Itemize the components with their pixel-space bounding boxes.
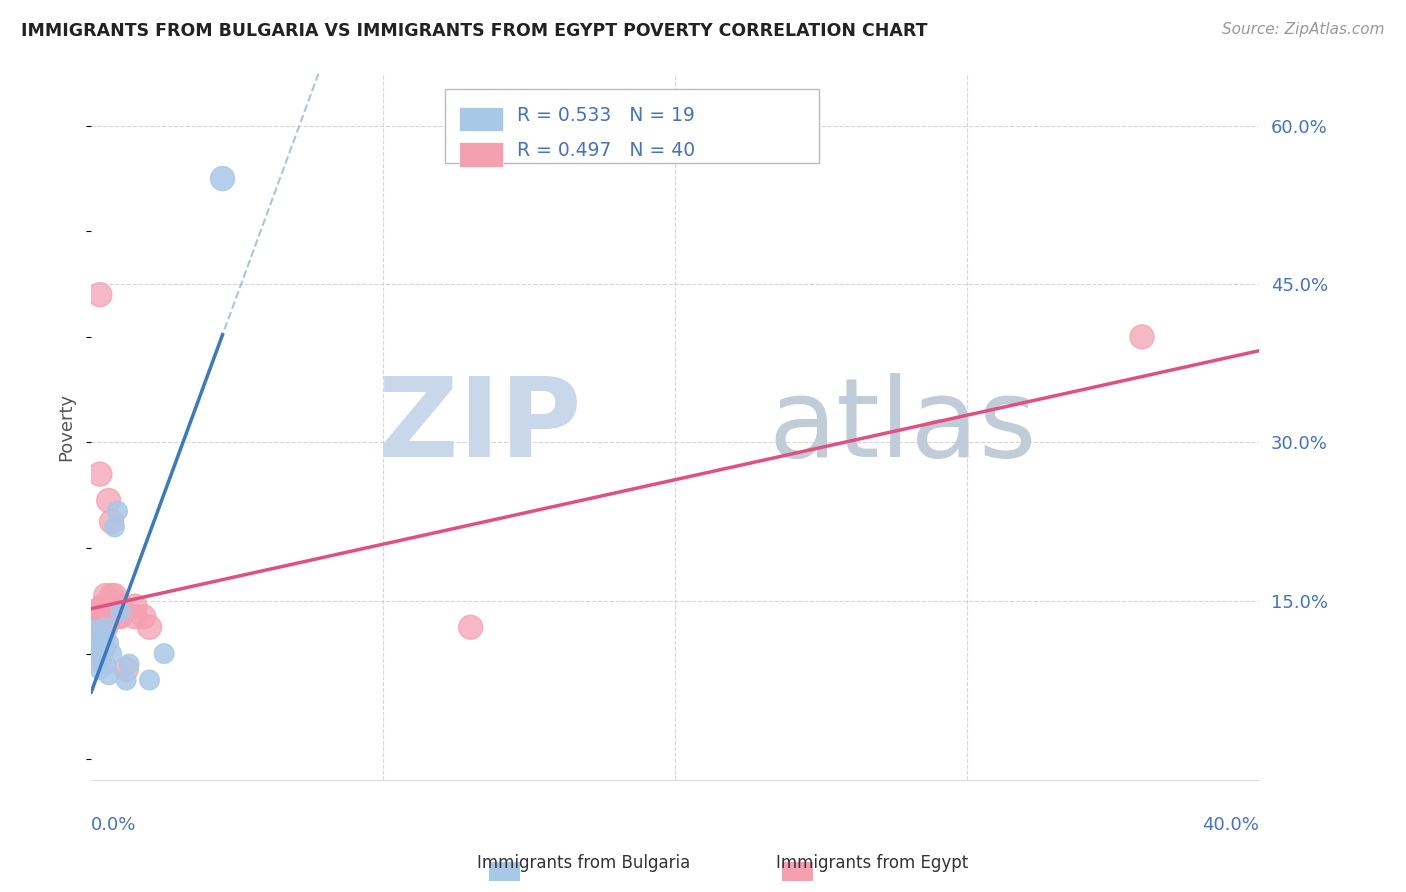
Point bbox=[86, 641, 108, 656]
Point bbox=[97, 636, 120, 650]
Point bbox=[91, 647, 114, 661]
Point bbox=[97, 599, 120, 614]
Point bbox=[94, 620, 117, 634]
Point bbox=[83, 609, 105, 624]
Point bbox=[132, 609, 155, 624]
Point bbox=[153, 647, 176, 661]
Point bbox=[100, 609, 122, 624]
Bar bbox=[458, 106, 503, 131]
Point bbox=[94, 609, 117, 624]
Point bbox=[103, 520, 125, 534]
Point bbox=[91, 631, 114, 645]
Point bbox=[94, 599, 117, 614]
Point bbox=[83, 641, 105, 656]
Point bbox=[94, 620, 117, 634]
Y-axis label: Poverty: Poverty bbox=[58, 392, 75, 460]
Text: atlas: atlas bbox=[769, 373, 1036, 480]
Bar bbox=[458, 142, 503, 167]
Point bbox=[115, 673, 138, 687]
Point bbox=[100, 589, 122, 603]
Point bbox=[97, 493, 120, 508]
Text: R = 0.497   N = 40: R = 0.497 N = 40 bbox=[517, 141, 696, 161]
Point bbox=[138, 673, 160, 687]
Point bbox=[115, 663, 138, 677]
Point bbox=[89, 663, 111, 677]
Point bbox=[107, 504, 129, 518]
Point bbox=[89, 609, 111, 624]
Point bbox=[124, 599, 146, 614]
Point bbox=[94, 657, 117, 672]
Point bbox=[110, 609, 132, 624]
Point bbox=[100, 599, 122, 614]
Point bbox=[83, 615, 105, 629]
Point bbox=[86, 647, 108, 661]
Point bbox=[86, 652, 108, 666]
Point bbox=[89, 636, 111, 650]
Text: 0.0%: 0.0% bbox=[91, 816, 136, 834]
Text: Immigrants from Bulgaria: Immigrants from Bulgaria bbox=[477, 855, 690, 872]
Point bbox=[103, 589, 125, 603]
FancyBboxPatch shape bbox=[444, 88, 818, 163]
Point bbox=[110, 604, 132, 618]
Point bbox=[89, 620, 111, 634]
Text: ZIP: ZIP bbox=[378, 373, 582, 480]
Point bbox=[86, 620, 108, 634]
Point bbox=[100, 515, 122, 529]
Point bbox=[1130, 330, 1153, 344]
Point bbox=[91, 641, 114, 656]
Point bbox=[100, 647, 122, 661]
Point bbox=[86, 604, 108, 618]
Point bbox=[91, 631, 114, 645]
Text: 40.0%: 40.0% bbox=[1202, 816, 1258, 834]
Point bbox=[89, 467, 111, 482]
Point bbox=[138, 620, 160, 634]
Text: Source: ZipAtlas.com: Source: ZipAtlas.com bbox=[1222, 22, 1385, 37]
Point bbox=[118, 657, 141, 672]
Point bbox=[89, 287, 111, 301]
Point bbox=[86, 631, 108, 645]
Text: Immigrants from Egypt: Immigrants from Egypt bbox=[776, 855, 967, 872]
Point bbox=[211, 171, 233, 186]
Text: R = 0.533   N = 19: R = 0.533 N = 19 bbox=[517, 106, 695, 125]
Point bbox=[83, 631, 105, 645]
Point bbox=[91, 599, 114, 614]
Point bbox=[107, 609, 129, 624]
Point bbox=[124, 609, 146, 624]
Point bbox=[110, 599, 132, 614]
Text: IMMIGRANTS FROM BULGARIA VS IMMIGRANTS FROM EGYPT POVERTY CORRELATION CHART: IMMIGRANTS FROM BULGARIA VS IMMIGRANTS F… bbox=[21, 22, 928, 40]
Point bbox=[94, 589, 117, 603]
Point bbox=[97, 609, 120, 624]
Point bbox=[91, 609, 114, 624]
Point bbox=[97, 667, 120, 681]
Point bbox=[103, 599, 125, 614]
Point bbox=[83, 625, 105, 640]
Point bbox=[460, 620, 482, 634]
